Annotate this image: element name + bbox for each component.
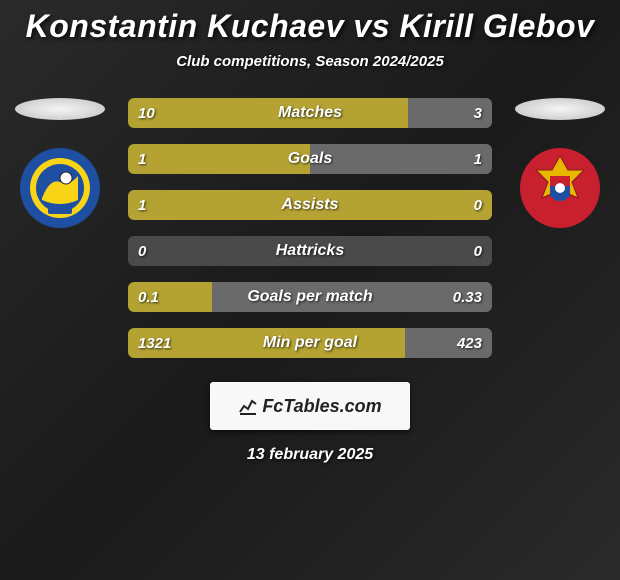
stat-row: 0.1Goals per match0.33 — [128, 282, 492, 312]
stat-label: Goals per match — [128, 282, 492, 312]
comparison-main: 10Matches31Goals11Assists00Hattricks00.1… — [0, 98, 620, 374]
player-left-side — [10, 98, 110, 374]
comparison-subtitle: Club competitions, Season 2024/2025 — [0, 53, 620, 70]
stat-value-right: 0 — [474, 236, 482, 266]
stat-row: 1321Min per goal423 — [128, 328, 492, 358]
stat-label: Goals — [128, 144, 492, 174]
comparison-title: Konstantin Kuchaev vs Kirill Glebov — [0, 0, 620, 45]
stat-value-right: 423 — [457, 328, 482, 358]
stat-label: Hattricks — [128, 236, 492, 266]
branding-label: FcTables.com — [238, 396, 381, 417]
player-right-photo-placeholder — [515, 98, 605, 120]
stat-label: Assists — [128, 190, 492, 220]
crest-left-icon — [20, 148, 100, 228]
player-left-photo-placeholder — [15, 98, 105, 120]
infographic-date: 13 february 2025 — [0, 446, 620, 464]
stat-row: 1Assists0 — [128, 190, 492, 220]
stat-value-right: 0 — [474, 190, 482, 220]
chart-icon — [238, 396, 258, 416]
stat-row: 0Hattricks0 — [128, 236, 492, 266]
player-right-side — [510, 98, 610, 374]
stat-value-right: 0.33 — [453, 282, 482, 312]
club-crest-right — [520, 148, 600, 228]
stat-value-right: 1 — [474, 144, 482, 174]
stat-row: 1Goals1 — [128, 144, 492, 174]
stat-bars: 10Matches31Goals11Assists00Hattricks00.1… — [110, 98, 510, 374]
stat-label: Min per goal — [128, 328, 492, 358]
stat-value-right: 3 — [474, 98, 482, 128]
club-crest-left — [20, 148, 100, 228]
stat-label: Matches — [128, 98, 492, 128]
branding-box[interactable]: FcTables.com — [210, 382, 410, 430]
crest-right-icon — [520, 148, 600, 228]
stat-row: 10Matches3 — [128, 98, 492, 128]
